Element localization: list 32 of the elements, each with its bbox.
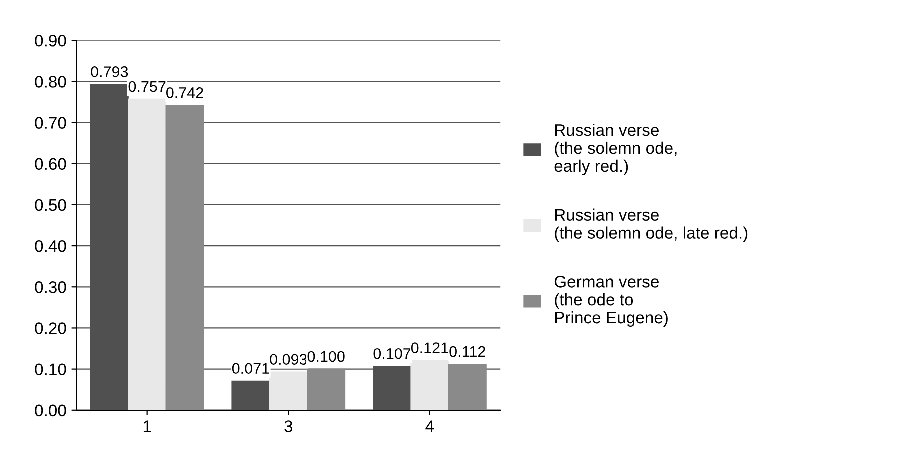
data-label: 0.121 [411, 342, 448, 354]
data-label: 0.107 [374, 348, 411, 360]
y-tick-label: 0.50 [35, 199, 66, 212]
data-label: 0.757 [128, 81, 166, 92]
bar [128, 98, 167, 410]
data-label: 0.742 [166, 88, 204, 98]
bar [448, 364, 487, 410]
data-label: 0.112 [450, 346, 486, 358]
bar [269, 372, 308, 410]
y-tick-label: 0.90 [35, 34, 66, 47]
x-tick-label: 4 [426, 420, 434, 432]
x-tick-label: 3 [284, 420, 293, 432]
y-tick-label: 0.80 [35, 76, 66, 88]
y-tick-label: 0.60 [35, 158, 66, 170]
bar [307, 368, 346, 410]
y-tick-label: 0.10 [35, 364, 66, 376]
y-tick-label: 0.30 [35, 282, 66, 294]
data-label: 0.100 [308, 351, 345, 362]
bar [232, 380, 270, 410]
legend-label: Russian verse (the solemn ode, late red.) [555, 208, 748, 242]
data-label: 0.793 [91, 66, 128, 78]
data-label: 0.093 [270, 354, 308, 366]
legend-label: German verse (the ode to Prince Eugene) [554, 276, 668, 328]
y-tick-label: 0.70 [35, 117, 66, 129]
bar [166, 105, 204, 410]
y-tick-label: 0.20 [35, 322, 66, 334]
data-label: 0.071 [232, 363, 270, 374]
y-tick-label: 0.00 [35, 404, 66, 417]
bar [410, 360, 450, 410]
x-tick-label: 1 [144, 420, 152, 432]
legend-label: Russian verse (the solemn ode, early red.) [554, 124, 677, 176]
y-tick-label: 0.40 [35, 240, 66, 252]
